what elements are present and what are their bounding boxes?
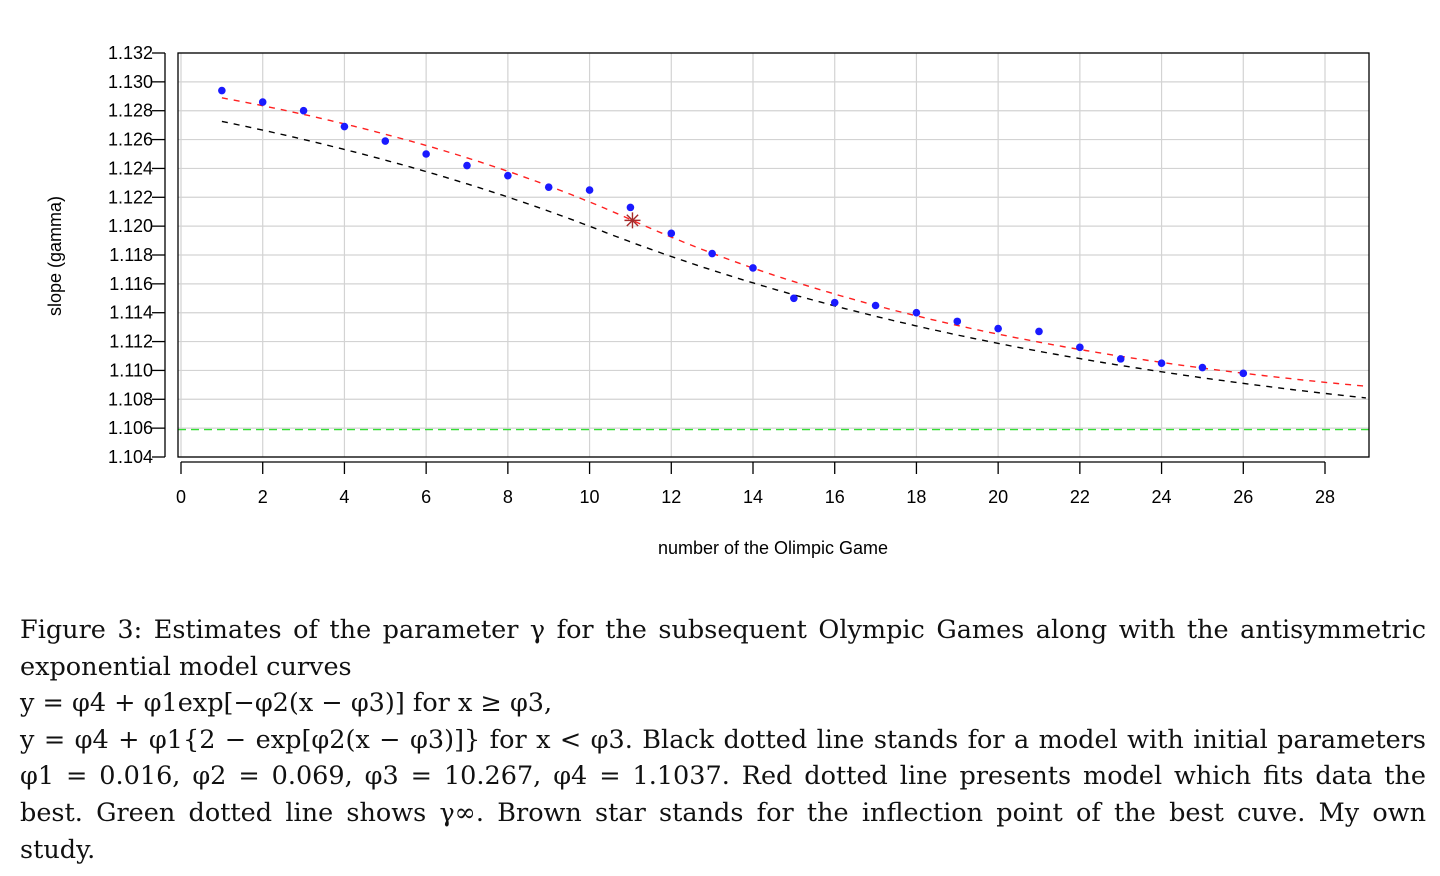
y-tick-label: 1.116 xyxy=(109,274,153,294)
data-point xyxy=(381,137,390,145)
data-point xyxy=(299,106,308,115)
caption-line-4: y = φ4 + φ1{2 − exp[φ2(x − φ3)]} for x <… xyxy=(20,724,1426,755)
plot-frame xyxy=(177,52,1370,458)
y-tick-label: 1.112 xyxy=(109,332,153,352)
data-point xyxy=(1035,327,1043,336)
data-point xyxy=(218,86,226,95)
y-tick-label: 1.126 xyxy=(108,130,153,150)
x-tick-label: 0 xyxy=(176,487,186,507)
data-point xyxy=(544,183,553,191)
y-tick-label: 1.104 xyxy=(108,447,153,467)
data-point xyxy=(912,308,921,317)
data-point xyxy=(994,324,1002,333)
caption-line-3: y = φ4 + φ1exp[−φ2(x − φ3)] for x ≥ φ3, xyxy=(20,688,553,719)
x-tick-label: 10 xyxy=(580,487,600,507)
y-tick-label: 1.130 xyxy=(108,72,153,92)
data-point xyxy=(340,122,349,131)
data-point xyxy=(871,301,880,310)
data-point xyxy=(708,249,716,258)
x-tick-label: 4 xyxy=(339,487,349,507)
data-point xyxy=(504,171,512,180)
x-tick-label: 12 xyxy=(661,487,681,507)
y-tick-label: 1.128 xyxy=(108,101,153,121)
data-point xyxy=(749,264,757,272)
y-tick-label: 1.114 xyxy=(109,303,153,323)
data-point xyxy=(1076,343,1084,352)
y-tick-label: 1.132 xyxy=(108,43,153,63)
chart: 1.104 1.106 1.108 1.110 1.112 1.114 1.116 1.118… xyxy=(45,43,1370,558)
x-tick-label: 22 xyxy=(1070,487,1090,507)
y-tick-label: 1.124 xyxy=(108,158,153,178)
y-axis: 1.104 1.106 1.108 1.110 1.112 1.114 1.116 1.118… xyxy=(108,43,166,467)
figure-caption: Figure 3: Estimates of the parameter γ f… xyxy=(20,612,1426,868)
data-point xyxy=(463,161,471,170)
x-tick-label: 2 xyxy=(258,487,268,507)
y-tick-label: 1.108 xyxy=(108,389,153,409)
x-tick-label: 16 xyxy=(825,487,845,507)
data-point xyxy=(585,186,594,194)
x-tick-label: 28 xyxy=(1315,487,1335,507)
inflection-star xyxy=(624,212,641,229)
data-point xyxy=(790,294,798,303)
initial-model-curve xyxy=(221,120,1366,399)
x-tick-label: 26 xyxy=(1233,487,1253,507)
data-point xyxy=(626,203,635,212)
plot-area xyxy=(178,86,1369,431)
x-tick-label: 8 xyxy=(503,487,513,507)
y-tick-label: 1.120 xyxy=(108,216,153,236)
y-tick-label: 1.122 xyxy=(108,187,153,207)
data-point xyxy=(422,150,430,158)
caption-line-7: study. xyxy=(20,834,96,865)
data-point xyxy=(667,229,676,238)
star-stroke xyxy=(626,214,639,227)
data-point xyxy=(953,317,962,326)
data-point xyxy=(1116,355,1125,363)
caption-line-6: best. Green dotted line shows γ∞. Brown … xyxy=(20,797,1426,828)
data-point xyxy=(1239,369,1248,378)
x-tick-label: 6 xyxy=(421,487,431,507)
data-point xyxy=(258,98,267,106)
x-tick-label: 24 xyxy=(1152,487,1172,507)
y-tick-label: 1.110 xyxy=(109,360,153,380)
data-point xyxy=(830,298,839,307)
best-fit-curve xyxy=(221,97,1366,387)
x-axis: 0 2 4 6 8 10 12 14 16 18 20 22 24 26 28 xyxy=(176,461,1335,507)
caption-line-1: Figure 3: Estimates of the parameter γ f… xyxy=(20,615,1426,645)
x-tick-label: 14 xyxy=(743,487,763,507)
grid xyxy=(178,52,1369,458)
y-axis-title: slope (gamma) xyxy=(45,196,65,316)
caption-line-5: φ1 = 0.016, φ2 = 0.069, φ3 = 10.267, φ4 … xyxy=(20,761,1426,792)
y-tick-label: 1.118 xyxy=(109,245,153,265)
y-tick-label: 1.106 xyxy=(108,418,153,438)
x-axis-title: number of the Olimpic Game xyxy=(658,538,888,558)
caption-line-2: exponential model curves xyxy=(20,651,352,682)
x-tick-label: 20 xyxy=(988,487,1008,507)
x-tick-label: 18 xyxy=(906,487,926,507)
data-point xyxy=(1157,359,1166,368)
data-point xyxy=(1198,363,1207,372)
